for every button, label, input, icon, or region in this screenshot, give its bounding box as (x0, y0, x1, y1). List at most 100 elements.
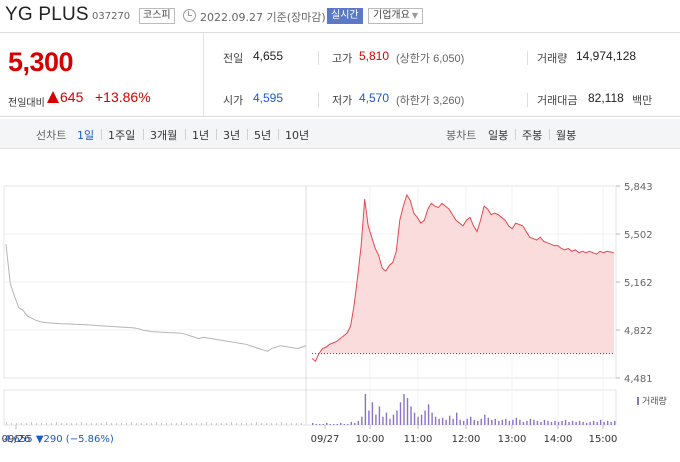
volume-bar (319, 423, 321, 425)
volume-bar (441, 417, 444, 425)
divider (318, 93, 319, 107)
prev-value: 4,655 (253, 49, 284, 63)
realtime-button[interactable]: 실시간 (327, 8, 363, 24)
prev-day-info: 4,655 ▼290 (−5.86%) (4, 434, 114, 445)
chart-period-bar: 선차트 1일 1주일 3개월 1년 3년 5년 10년 봉차트 일봉 주봉 월봉 (0, 119, 680, 149)
prev-volume-bar (21, 423, 22, 425)
volume-bar (445, 419, 447, 425)
volume-bar (424, 410, 426, 425)
prev-volume-bar (206, 422, 207, 425)
y-tick-label: 5,162 (624, 278, 653, 289)
prev-volume-bar (161, 423, 162, 425)
prev-volume-bar (121, 423, 122, 425)
period-3m[interactable]: 3개월 (150, 129, 178, 142)
volume-bar (529, 418, 532, 425)
volume-bar (585, 422, 588, 425)
x-tick-label: 15:00 (589, 434, 618, 445)
divider (247, 129, 248, 140)
prev-volume-bar (26, 423, 27, 425)
up-arrow-icon (47, 91, 59, 103)
y-tick-label: 5,843 (624, 182, 653, 193)
prev-label: 전일 (223, 52, 244, 65)
volume-bar (427, 404, 430, 425)
stock-header: YG PLUS 037270 코스피 2022.09.27 기준(장마감) 실시… (0, 0, 680, 32)
volume-bar (396, 410, 398, 425)
x-tick-label: 13:00 (498, 434, 527, 445)
prev-volume-bar (31, 422, 32, 425)
prev-volume-bar (241, 423, 242, 425)
price-summary: 5,300 전일대비 645 +13.86% 전일 4,655 고가 5,810… (0, 32, 680, 117)
divider (549, 129, 550, 140)
divider (143, 129, 144, 140)
volume-bar (571, 420, 574, 425)
volume-bar (498, 420, 500, 425)
volume-bar (592, 420, 595, 425)
volume-bar (312, 422, 314, 425)
y-tick-label: 5,502 (624, 230, 653, 241)
volume-bar (543, 419, 546, 425)
volume-bar (484, 414, 486, 425)
price-chart[interactable]: 5,843 5,502 5,162 4,822 4,481 09/26 09/27 10:00… (0, 150, 680, 462)
volume-bar (599, 419, 602, 425)
candle-monthly[interactable]: 월봉 (556, 129, 577, 142)
period-3y[interactable]: 3년 (223, 129, 241, 142)
prev-volume-bar (86, 423, 87, 425)
volume-bar (368, 410, 370, 425)
clock-icon (183, 9, 196, 22)
volume-bar (406, 398, 409, 425)
amount-value: 82,118 (588, 91, 624, 105)
prev-volume-bar (226, 423, 227, 425)
candle-daily[interactable]: 일봉 (488, 129, 509, 142)
prev-volume-bar (151, 423, 152, 425)
prev-day-change: ▼290 (35, 434, 63, 445)
prev-volume-bar (266, 423, 267, 425)
divider (185, 129, 186, 140)
volume-bar (550, 421, 553, 425)
prev-volume-bar (156, 422, 157, 425)
stock-name: YG PLUS (5, 4, 89, 25)
company-info-button[interactable]: 기업개요 ▼ (368, 8, 423, 24)
prev-volume-bar (251, 423, 252, 425)
prev-volume-bar (281, 422, 282, 425)
volume-bar (417, 416, 419, 425)
volume-bar (385, 412, 388, 425)
prev-volume-bar (111, 423, 112, 425)
volume-bar (399, 402, 402, 425)
prev-volume-bar (96, 423, 97, 425)
volume-value: 14,974,128 (576, 49, 637, 63)
volume-bar (361, 416, 363, 425)
candle-weekly[interactable]: 주봉 (522, 129, 543, 142)
prev-volume-bar (56, 422, 57, 425)
volume-bar (614, 420, 616, 425)
x-tick-label: 09/27 (311, 434, 340, 445)
period-1w[interactable]: 1주일 (108, 129, 136, 142)
period-10y[interactable]: 10년 (285, 129, 310, 142)
volume-bar (473, 419, 475, 425)
prev-volume-bar (181, 422, 182, 425)
prev-volume-bar (256, 422, 257, 425)
period-5y[interactable]: 5년 (254, 129, 272, 142)
amount-unit: 백만 (632, 94, 653, 107)
change-label: 전일대비 (8, 98, 45, 109)
period-1d[interactable]: 1일 (77, 129, 95, 142)
volume-bar (329, 423, 331, 425)
volume-bar (540, 421, 542, 425)
divider (318, 51, 319, 65)
candle-chart-label: 봉차트 (446, 129, 477, 142)
prev-volume-bar (246, 423, 247, 425)
volume-bar (564, 419, 567, 425)
period-1y[interactable]: 1년 (192, 129, 210, 142)
y-tick-label: 4,481 (624, 374, 653, 385)
prev-volume-bar (106, 422, 107, 425)
lower-limit: (하한가 3,260) (396, 95, 465, 107)
volume-bar (610, 421, 612, 425)
company-info-label: 기업개요 (373, 10, 410, 21)
volume-bar (326, 422, 328, 425)
volume-bar (354, 422, 356, 425)
prev-volume-bar (81, 422, 82, 425)
prev-volume-bar (296, 423, 297, 425)
volume-bar (487, 417, 489, 425)
volume-bar (452, 418, 454, 425)
divider (527, 51, 528, 65)
prev-day-rate: (−5.86%) (65, 434, 114, 445)
